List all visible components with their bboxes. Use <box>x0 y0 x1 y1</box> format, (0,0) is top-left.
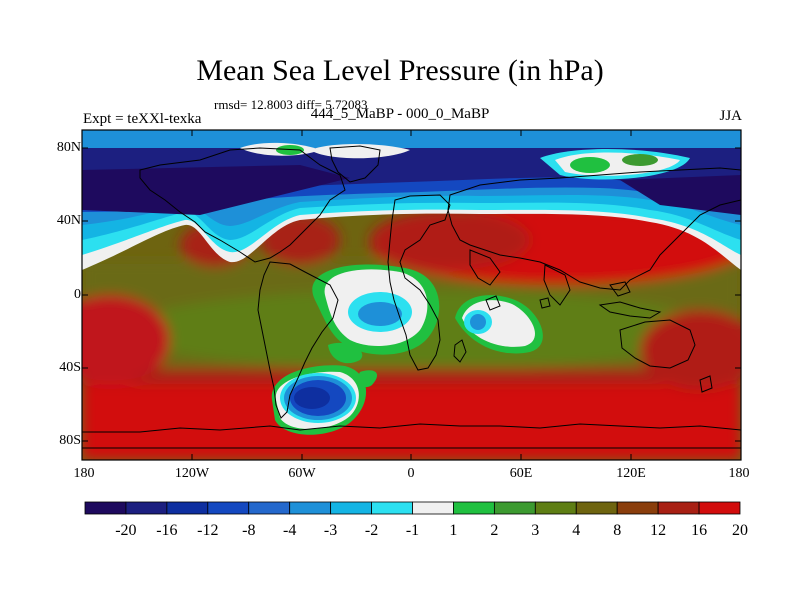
colorbar-label: -4 <box>283 522 297 539</box>
experiment-label: Expt = teXXl-texka <box>83 111 202 127</box>
lat-label-0: 0 <box>74 287 81 302</box>
colorbar-swatch <box>534 501 577 515</box>
colorbar-label: -12 <box>197 522 219 539</box>
colorbar-swatch <box>207 501 250 515</box>
colorbar-label: 8 <box>613 522 622 539</box>
colorbar-swatch <box>330 501 372 515</box>
colorbar-label: -3 <box>323 522 338 539</box>
axis-ticks <box>82 130 741 460</box>
lon-label-120w: 120W <box>174 466 210 481</box>
colorbar-swatch <box>616 501 659 515</box>
colorbar-swatch <box>371 501 413 515</box>
colorbar-label: 2 <box>490 522 499 539</box>
colorbar-label: 12 <box>650 522 667 539</box>
colorbar-label: 16 <box>691 522 708 539</box>
colorbar-label: -8 <box>242 522 256 539</box>
stats-line: rmsd= 12.8003 diff= 5.72083 <box>214 97 368 112</box>
pressure-field <box>82 130 741 460</box>
colorbar <box>84 501 741 515</box>
colorbar-swatch <box>657 501 700 515</box>
colorbar-label: 1 <box>449 522 458 539</box>
lon-label-60w: 60W <box>288 466 316 481</box>
colorbar-swatch <box>125 501 168 515</box>
colorbar-swatch <box>412 501 454 515</box>
subtitle: 444_5_MaBP - 000_0_MaBP <box>310 106 490 122</box>
continent-outlines <box>82 145 741 449</box>
colorbar-swatch <box>166 501 209 515</box>
colorbar-swatch <box>575 501 618 515</box>
colorbar-label: -1 <box>405 522 420 539</box>
colorbar-swatch <box>248 501 291 515</box>
lon-label-120e: 120E <box>616 466 646 481</box>
colorbar-swatch <box>289 501 332 515</box>
lon-label-0: 0 <box>407 466 415 481</box>
colorbar-label: -16 <box>156 522 178 539</box>
colorbar-label: 3 <box>531 522 540 539</box>
lat-label-40n: 40N <box>56 213 81 228</box>
lon-label-180w: 180 <box>73 466 95 481</box>
lat-label-80n: 80N <box>56 140 81 155</box>
lat-label-40s: 40S <box>59 360 81 375</box>
colorbar-swatch <box>493 501 536 515</box>
colorbar-swatch <box>453 501 495 515</box>
colorbar-swatch <box>84 501 127 515</box>
colorbar-label: -2 <box>364 522 379 539</box>
season-label: JJA <box>719 108 742 124</box>
colorbar-label: 20 <box>732 522 748 539</box>
lon-label-60e: 60E <box>509 466 533 481</box>
colorbar-label: 4 <box>572 522 581 539</box>
colorbar-label: -20 <box>115 522 137 539</box>
lat-label-80s: 80S <box>59 433 81 448</box>
chart-title: Mean Sea Level Pressure (in hPa) <box>196 54 604 87</box>
lon-label-180e: 180 <box>728 466 750 481</box>
colorbar-swatch <box>698 501 741 515</box>
